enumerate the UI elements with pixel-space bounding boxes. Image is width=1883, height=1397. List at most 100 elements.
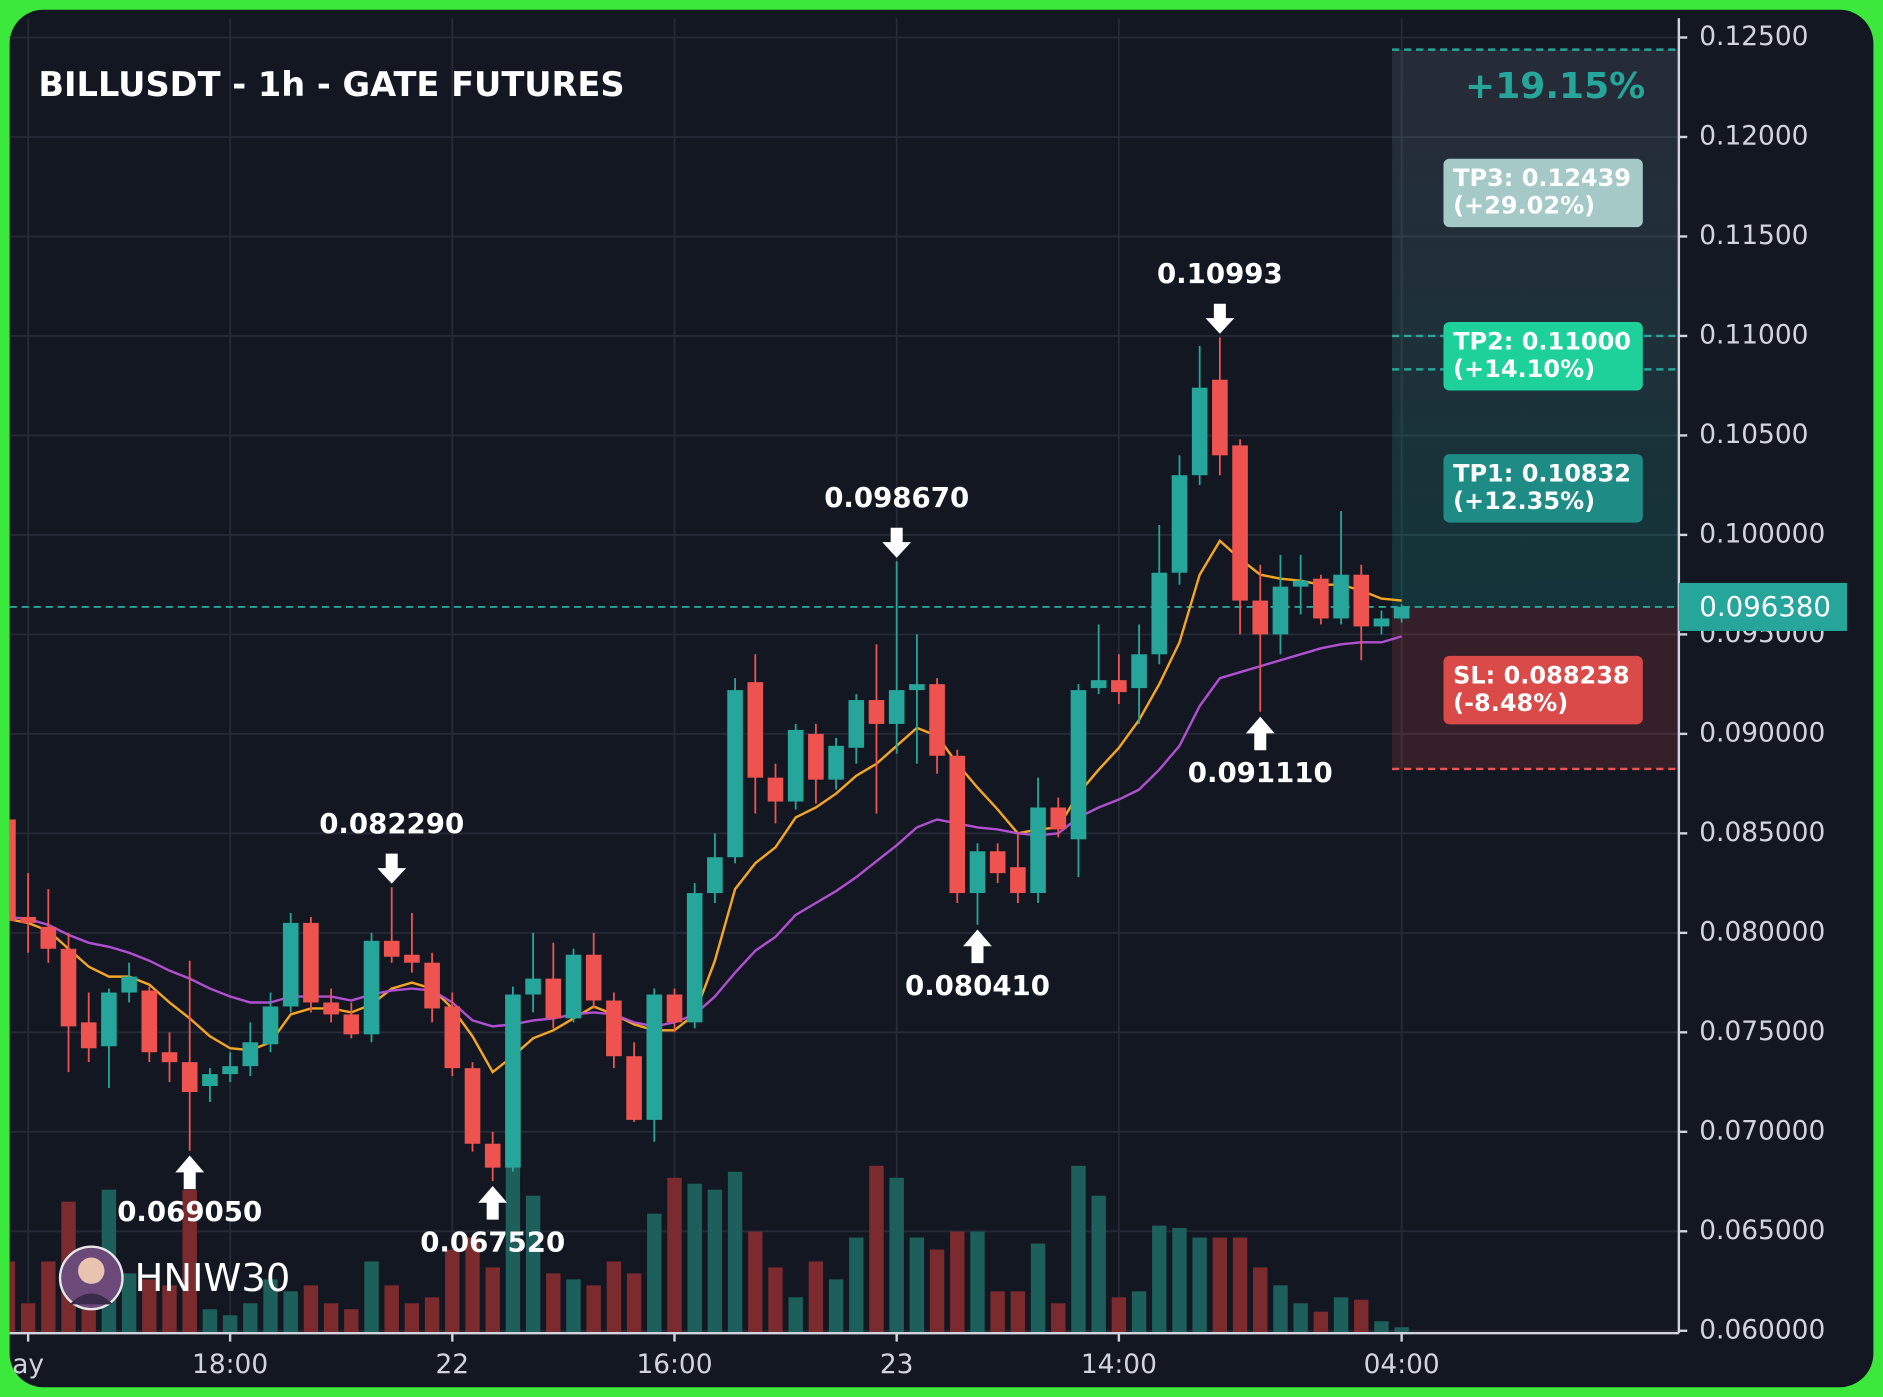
y-tick-label: 0.060000 <box>1699 1314 1825 1345</box>
candle-body <box>181 1062 198 1093</box>
label-box <box>1443 322 1643 391</box>
candle-body <box>707 857 723 894</box>
volume-bar <box>182 1189 197 1334</box>
candle-body <box>686 893 703 1023</box>
candle-body <box>828 745 844 780</box>
volume-bar <box>1232 1237 1248 1334</box>
volume <box>9 1165 1409 1334</box>
label-box <box>1443 158 1643 228</box>
candle-body <box>343 1014 360 1035</box>
candle-body <box>383 940 400 957</box>
candle-body <box>444 1006 461 1069</box>
volume-bar <box>1313 1311 1329 1334</box>
volume-bar <box>202 1309 218 1334</box>
watermark: HNIW30 <box>58 1245 291 1311</box>
volume-bar <box>283 1291 298 1334</box>
arrow <box>1205 303 1235 334</box>
candle-body <box>1010 867 1026 894</box>
volume-bar <box>707 1189 723 1334</box>
candle-body <box>464 1068 481 1144</box>
volume-bar <box>142 1279 157 1334</box>
watermark-text: HNIW30 <box>135 1256 291 1301</box>
candle-body <box>1313 578 1329 619</box>
candle-body <box>787 729 804 802</box>
volume-bar <box>1333 1297 1349 1334</box>
volume-bar <box>667 1177 682 1334</box>
volume-bar <box>364 1261 379 1334</box>
volume-bar <box>828 1279 844 1334</box>
volume-bar <box>303 1285 319 1334</box>
candle-body <box>141 990 158 1053</box>
volume-bar <box>424 1297 440 1334</box>
candle-body <box>404 954 420 963</box>
volume-bar <box>1253 1267 1268 1334</box>
volume-bar <box>727 1171 743 1334</box>
volume-bar <box>1293 1303 1308 1334</box>
moving-average <box>9 635 1402 1028</box>
volume-bar <box>647 1213 662 1334</box>
volume-bar <box>162 1285 177 1334</box>
candle-body <box>1151 572 1168 655</box>
candle-body <box>1373 618 1390 627</box>
volume-bar <box>808 1261 824 1334</box>
candle-body <box>303 922 319 1003</box>
candle-body <box>868 700 885 724</box>
candle-body <box>767 777 784 802</box>
volume-bar <box>1212 1237 1228 1334</box>
volume-bar <box>788 1297 803 1334</box>
volume-bar <box>344 1309 359 1334</box>
candle-body <box>505 994 521 1168</box>
volume-bar <box>566 1279 581 1334</box>
candle-body <box>80 1022 97 1049</box>
volume-bar <box>889 1177 904 1334</box>
candle-body <box>1030 807 1046 894</box>
label-box <box>1443 454 1643 523</box>
moving-average <box>9 539 1402 1074</box>
y-tick-label: 0.11000 <box>1699 319 1808 350</box>
volume-bar <box>263 1279 278 1334</box>
x-tick-label: 18:00 <box>192 1349 268 1380</box>
volume-bar <box>465 1237 480 1334</box>
candle-body <box>565 954 582 1019</box>
volume-bar <box>9 1261 16 1334</box>
x-tick-label: 14:00 <box>1081 1349 1157 1380</box>
volume-bar <box>81 1309 96 1334</box>
y-tick-label: 0.100000 <box>1699 518 1825 549</box>
volume-bar <box>1192 1237 1207 1334</box>
candle-body <box>909 684 925 691</box>
candle-body <box>1191 387 1208 476</box>
volume-bar <box>687 1183 702 1334</box>
candle-body <box>949 755 966 894</box>
candle-body <box>9 819 16 921</box>
candle-body <box>545 978 562 1019</box>
label-change: (+14.10%) <box>1453 355 1595 383</box>
price-annotation: 0.091110 <box>1188 756 1333 789</box>
label-text: TP1: 0.10832 <box>1453 460 1631 488</box>
candle-body <box>888 690 905 724</box>
arrow <box>478 1185 508 1220</box>
avatar-body <box>69 1293 113 1305</box>
candle-body <box>808 733 824 780</box>
price-annotation: 0.067520 <box>420 1226 565 1259</box>
volume-bar <box>1071 1165 1086 1334</box>
x-tick-label: ay <box>12 1349 44 1380</box>
moving-averages <box>9 539 1402 1074</box>
x-tick-label: 22 <box>435 1349 469 1380</box>
volume-bar <box>1030 1243 1046 1334</box>
axes: 0.12500 0.12000 0.11500 0.11000 0.10500 0.100… <box>9 18 1825 1380</box>
y-tick-label: 0.065000 <box>1699 1215 1825 1246</box>
candle-body <box>848 700 865 748</box>
candle-body <box>1333 574 1349 619</box>
volume-bar <box>1111 1297 1127 1334</box>
candle-body <box>1212 379 1228 456</box>
volume-bar <box>1152 1225 1167 1334</box>
candle-body <box>424 962 440 1009</box>
candle-body <box>242 1042 259 1067</box>
price-tag <box>1678 582 1847 631</box>
trade-labels: +19.15% TP3: 0.12439(+29.02%) TP2: 0.11000… <box>1443 66 1847 725</box>
y-tick-label: 0.070000 <box>1699 1115 1825 1146</box>
avatar-face <box>78 1257 105 1284</box>
candle-body <box>1171 475 1188 573</box>
